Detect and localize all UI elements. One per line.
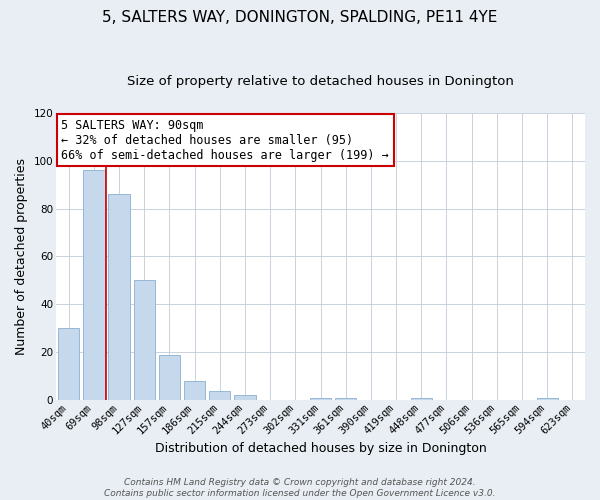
Bar: [134, 280, 155, 400]
Bar: [209, 390, 230, 400]
Text: 5, SALTERS WAY, DONINGTON, SPALDING, PE11 4YE: 5, SALTERS WAY, DONINGTON, SPALDING, PE1…: [103, 10, 497, 25]
Bar: [83, 170, 104, 400]
Text: 5 SALTERS WAY: 90sqm
← 32% of detached houses are smaller (95)
66% of semi-detac: 5 SALTERS WAY: 90sqm ← 32% of detached h…: [61, 118, 389, 162]
Text: Contains HM Land Registry data © Crown copyright and database right 2024.
Contai: Contains HM Land Registry data © Crown c…: [104, 478, 496, 498]
Bar: [234, 396, 256, 400]
Bar: [159, 354, 180, 400]
Bar: [536, 398, 558, 400]
Y-axis label: Number of detached properties: Number of detached properties: [15, 158, 28, 355]
Bar: [58, 328, 79, 400]
X-axis label: Distribution of detached houses by size in Donington: Distribution of detached houses by size …: [155, 442, 487, 455]
Bar: [410, 398, 432, 400]
Bar: [184, 381, 205, 400]
Bar: [335, 398, 356, 400]
Bar: [310, 398, 331, 400]
Title: Size of property relative to detached houses in Donington: Size of property relative to detached ho…: [127, 75, 514, 88]
Bar: [109, 194, 130, 400]
